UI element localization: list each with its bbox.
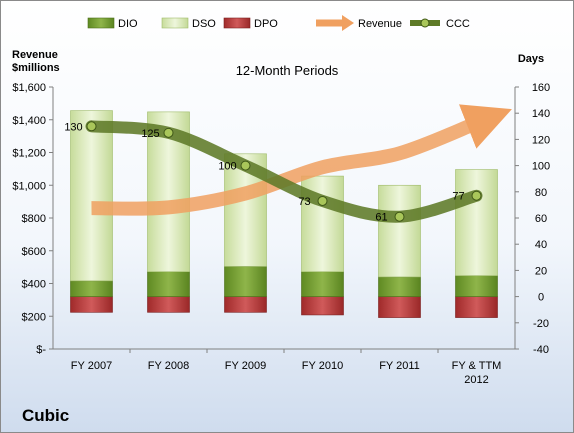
y-left-tick-label: $800 (22, 213, 46, 225)
x-tick-label: FY 2010 (302, 360, 343, 372)
x-tick-label: FY & TTM (452, 360, 502, 372)
y-left-tick-label: $1,200 (12, 148, 46, 160)
legend-label-dpo: DPO (254, 18, 278, 30)
ccc-marker (317, 195, 328, 206)
ccc-data-label: 61 (375, 212, 387, 224)
bar-dso (70, 110, 113, 282)
chart-title: 12-Month Periods (236, 63, 339, 78)
ccc-data-label: 130 (64, 121, 82, 133)
y-right-tick-label: 120 (532, 134, 550, 146)
ccc-marker (471, 190, 482, 201)
y-left-tick-label: $1,000 (12, 180, 46, 192)
bar-dpo (70, 296, 113, 313)
bar-dio (224, 266, 267, 297)
y-right-tick-label: 60 (535, 213, 547, 225)
bar-dio (70, 280, 113, 297)
y-left-axis-label-line2: $millions (12, 62, 60, 74)
ccc-data-label: 73 (298, 196, 310, 208)
bar-dio (378, 276, 421, 297)
legend-arrowhead-revenue (342, 15, 354, 31)
y-left-tick-label: $200 (22, 311, 46, 323)
legend-label-revenue: Revenue (358, 18, 402, 30)
x-tick-label: FY 2007 (71, 360, 112, 372)
legend-swatch-dso (161, 17, 189, 29)
x-tick-label-line2: 2012 (464, 374, 488, 386)
data-labels: 130 125 100 73 61 77 (64, 121, 464, 223)
legend-label-ccc: CCC (446, 18, 470, 30)
axes: $- $200 $400 $600 $800 $1,000 $1,200 $1,400 $1,6… (12, 82, 550, 356)
ccc-marker (86, 121, 97, 132)
y-right-tick-label: -40 (533, 344, 549, 356)
ccc-data-label: 77 (452, 191, 464, 203)
ccc-marker (163, 127, 174, 138)
x-axis-ticks: FY 2007 FY 2008 FY 2009 FY 2010 FY 2011 FY & … (71, 360, 502, 386)
chart-legend: DIO DSO DPO Revenue CCC (87, 15, 470, 31)
y-right-tick-label: 40 (535, 239, 547, 251)
bar-dpo (378, 296, 421, 318)
y-right-axis-label: Days (518, 53, 544, 65)
y-right-tick-label: 20 (535, 265, 547, 277)
y-left-tick-label: $400 (22, 279, 46, 291)
y-left-axis-label-line1: Revenue (12, 49, 58, 61)
bar-dso (455, 169, 498, 276)
bar-dio (301, 271, 344, 297)
x-tick-label: FY 2008 (148, 360, 189, 372)
revenue-line (91, 104, 512, 216)
legend-label-dso: DSO (192, 18, 216, 30)
ccc-marker (394, 211, 405, 222)
y-right-tick-label: 140 (532, 108, 550, 120)
y-right-tick-label: 80 (535, 187, 547, 199)
bar-dio (147, 271, 190, 297)
legend-marker-ccc (420, 18, 430, 28)
y-left-tick-label: $600 (22, 246, 46, 258)
y-left-tick-label: $- (36, 344, 46, 356)
bar-dio (455, 275, 498, 297)
y-right-tick-label: 0 (538, 292, 544, 304)
legend-swatch-dio (87, 17, 115, 29)
y-right-tick-label: -20 (533, 318, 549, 330)
ccc-data-label: 125 (141, 128, 159, 140)
y-right-tick-label: 100 (532, 161, 550, 173)
ccc-marker (240, 160, 251, 171)
bar-dpo (455, 296, 498, 318)
x-tick-label: FY 2011 (379, 360, 420, 372)
legend-swatch-dpo (223, 17, 251, 29)
legend-label-dio: DIO (118, 18, 138, 30)
company-name: Cubic (22, 406, 70, 425)
ccc-data-label: 100 (218, 161, 236, 173)
y-left-tick-label: $1,400 (12, 115, 46, 127)
y-right-tick-label: 160 (532, 82, 550, 94)
bar-dpo (147, 296, 190, 313)
bar-dso (378, 184, 421, 278)
x-tick-label: FY 2009 (225, 360, 266, 372)
lines (85, 104, 512, 223)
bar-dpo (301, 296, 344, 316)
bar-dpo (224, 296, 267, 313)
y-left-tick-label: $1,600 (12, 82, 46, 94)
